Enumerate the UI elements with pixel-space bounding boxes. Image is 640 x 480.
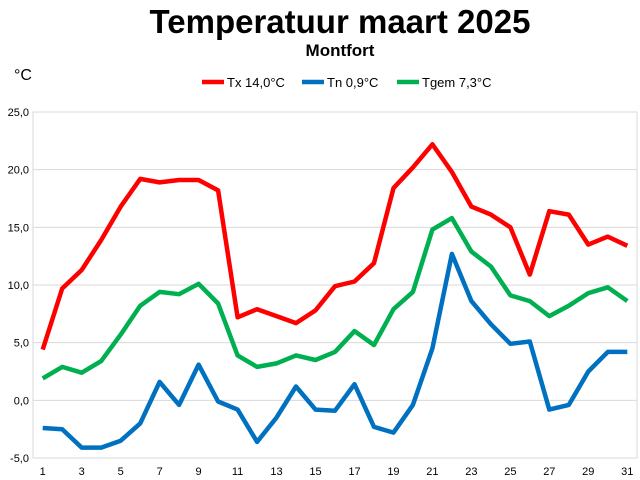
- y-tick-label: 15,0: [8, 222, 29, 234]
- y-tick-label: 5,0: [14, 338, 29, 350]
- x-tick-label: 17: [348, 466, 360, 478]
- chart-title: Temperatuur maart 2025: [150, 3, 531, 40]
- x-tick-label: 19: [387, 466, 399, 478]
- legend-label: Tx 14,0°C: [227, 75, 285, 90]
- x-tick-label: 31: [621, 466, 633, 478]
- x-tick-label: 29: [582, 466, 594, 478]
- gridlines: [33, 111, 637, 459]
- x-tick-label: 13: [270, 466, 282, 478]
- x-tick-label: 21: [426, 466, 438, 478]
- series-line-1: [42, 251, 628, 450]
- x-tick-label: 27: [543, 466, 555, 478]
- x-tick-label: 7: [157, 466, 163, 478]
- x-tick-label: 5: [118, 466, 124, 478]
- x-axis-ticks: 1 3 5 7 9 11 13 15 17 19 21 23 25 27 29 31: [40, 466, 634, 478]
- y-tick-label: -5,0: [10, 453, 29, 465]
- series-line-0: [40, 142, 629, 351]
- y-tick-label: 20,0: [8, 165, 29, 177]
- series-lines: [40, 142, 629, 450]
- legend-label: Tn 0,9°C: [327, 75, 378, 90]
- legend: Tx 14,0°C Tn 0,9°C Tgem 7,3°C: [202, 75, 492, 90]
- legend-label: Tgem 7,3°C: [422, 75, 492, 90]
- x-tick-label: 9: [196, 466, 202, 478]
- y-tick-label: 25,0: [8, 107, 29, 119]
- x-tick-label: 23: [465, 466, 477, 478]
- series-line-2: [41, 215, 629, 381]
- y-axis-ticks: -5,0 0,0 5,0 10,0 15,0 20,0 25,0: [8, 107, 29, 465]
- x-tick-label: 25: [504, 466, 516, 478]
- x-tick-label: 11: [232, 466, 243, 478]
- y-tick-label: 10,0: [8, 280, 29, 292]
- x-tick-label: 3: [79, 466, 85, 478]
- x-tick-label: 1: [40, 466, 46, 478]
- x-tick-label: 15: [309, 466, 321, 478]
- y-tick-label: 0,0: [14, 395, 29, 407]
- y-axis-unit: °C: [14, 67, 32, 84]
- chart-subtitle: Montfort: [306, 41, 375, 60]
